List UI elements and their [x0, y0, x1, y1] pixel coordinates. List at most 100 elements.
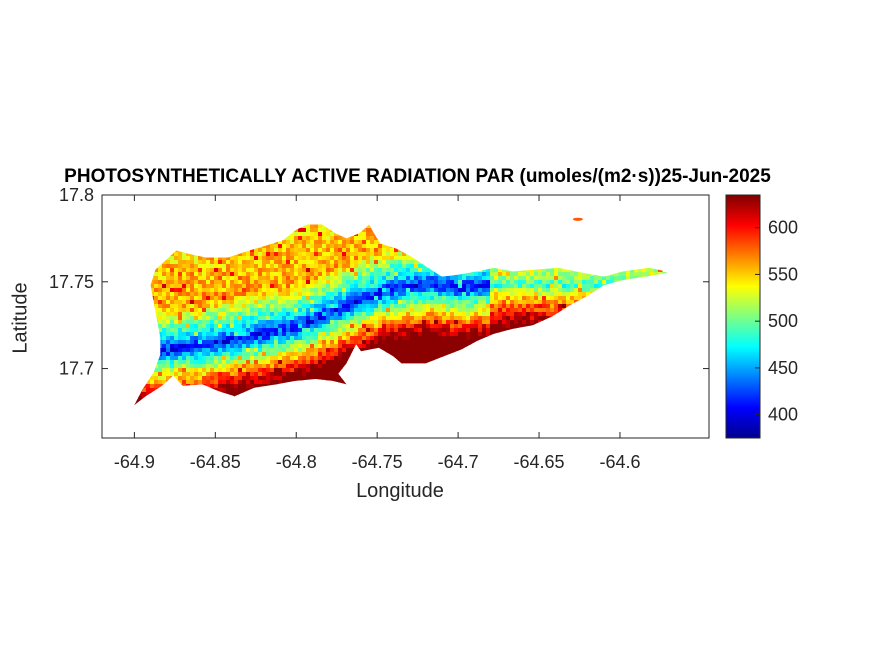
- heatmap-cell: [538, 316, 543, 321]
- heatmap-cell: [418, 296, 423, 301]
- heatmap-cell: [310, 320, 315, 325]
- heatmap-cell: [238, 320, 243, 325]
- heatmap-cell: [286, 248, 291, 253]
- heatmap-cell: [314, 328, 319, 333]
- heatmap-cell: [598, 276, 603, 281]
- heatmap-cell: [422, 364, 427, 369]
- heatmap-cell: [230, 352, 235, 357]
- heatmap-cell: [274, 356, 279, 361]
- heatmap-cell: [266, 268, 271, 273]
- heatmap-cell: [462, 268, 467, 273]
- heatmap-cell: [150, 276, 155, 281]
- heatmap-cell: [222, 320, 227, 325]
- heatmap-cell: [334, 376, 339, 381]
- heatmap-cell: [426, 364, 431, 369]
- heatmap-cell: [278, 256, 283, 261]
- heatmap-cell: [482, 284, 487, 289]
- heatmap-cell: [418, 328, 423, 333]
- heatmap-cell: [286, 272, 291, 277]
- heatmap-cell: [546, 300, 551, 305]
- heatmap-cell: [166, 324, 171, 329]
- heatmap-cell: [186, 380, 191, 385]
- heatmap-cell: [514, 288, 519, 293]
- heatmap-cell: [154, 276, 159, 281]
- heatmap-cell: [202, 272, 207, 277]
- heatmap-cell: [526, 324, 531, 329]
- heatmap-cell: [370, 312, 375, 317]
- heatmap-cell: [346, 260, 351, 265]
- heatmap-cell: [154, 264, 159, 269]
- heatmap-cell: [170, 352, 175, 357]
- heatmap-cell: [302, 360, 307, 365]
- heatmap-cell: [402, 304, 407, 309]
- heatmap-cell: [154, 312, 159, 317]
- heatmap-cell: [250, 264, 255, 269]
- heatmap-cell: [498, 300, 503, 305]
- heatmap-cell: [454, 308, 459, 313]
- heatmap-cell: [174, 344, 179, 349]
- heatmap-cell: [394, 304, 399, 309]
- heatmap-cell: [146, 388, 151, 393]
- heatmap-cell: [422, 284, 427, 289]
- heatmap-cell: [198, 288, 203, 293]
- heatmap-cell: [570, 276, 575, 281]
- heatmap-cell: [310, 236, 315, 241]
- heatmap-cell: [230, 312, 235, 317]
- heatmap-cell: [570, 292, 575, 297]
- heatmap-cell: [198, 328, 203, 333]
- heatmap-cell: [262, 304, 267, 309]
- heatmap-cell: [214, 376, 219, 381]
- heatmap-cell: [334, 232, 339, 237]
- heatmap-cell: [542, 264, 547, 269]
- heatmap-cell: [482, 268, 487, 273]
- heatmap-cell: [470, 288, 475, 293]
- heatmap-cell: [418, 300, 423, 305]
- heatmap-cell: [210, 288, 215, 293]
- heatmap-cell: [414, 276, 419, 281]
- heatmap-cell: [610, 284, 615, 289]
- heatmap-cell: [522, 324, 527, 329]
- heatmap-cell: [210, 360, 215, 365]
- heatmap-cell: [370, 236, 375, 241]
- heatmap-cell: [214, 264, 219, 269]
- heatmap-cell: [322, 376, 327, 381]
- heatmap-cell: [190, 324, 195, 329]
- heatmap-cell: [554, 272, 559, 277]
- heatmap-cell: [394, 320, 399, 325]
- heatmap-cell: [162, 380, 167, 385]
- heatmap-cell: [282, 268, 287, 273]
- heatmap-cell: [306, 372, 311, 377]
- heatmap-cell: [266, 252, 271, 257]
- heatmap-cell: [294, 296, 299, 301]
- heatmap-cell: [154, 280, 159, 285]
- heatmap-cell: [558, 292, 563, 297]
- heatmap-cell: [326, 368, 331, 373]
- heatmap-cell: [278, 384, 283, 389]
- heatmap-cell: [546, 284, 551, 289]
- heatmap-cell: [406, 356, 411, 361]
- heatmap-cell: [170, 308, 175, 313]
- heatmap-cell: [222, 300, 227, 305]
- heatmap-cell: [242, 320, 247, 325]
- heatmap-cell: [238, 260, 243, 265]
- heatmap-cell: [378, 240, 383, 245]
- heatmap-cell: [178, 280, 183, 285]
- heatmap-cell: [378, 312, 383, 317]
- heatmap-cell: [342, 252, 347, 257]
- heatmap-cell: [570, 280, 575, 285]
- heatmap-cell: [306, 256, 311, 261]
- heatmap-cell: [298, 348, 303, 353]
- heatmap-cell: [166, 316, 171, 321]
- heatmap-cell: [326, 224, 331, 229]
- heatmap-cell: [334, 344, 339, 349]
- heatmap-cell: [178, 252, 183, 257]
- heatmap-cell: [474, 296, 479, 301]
- heatmap-cell: [326, 232, 331, 237]
- heatmap-cell: [506, 268, 511, 273]
- heatmap-cell: [266, 240, 271, 245]
- heatmap-cell: [370, 272, 375, 277]
- heatmap-cell: [142, 392, 147, 397]
- heatmap-cell: [218, 392, 223, 397]
- heatmap-cell: [442, 308, 447, 313]
- heatmap-cell: [158, 304, 163, 309]
